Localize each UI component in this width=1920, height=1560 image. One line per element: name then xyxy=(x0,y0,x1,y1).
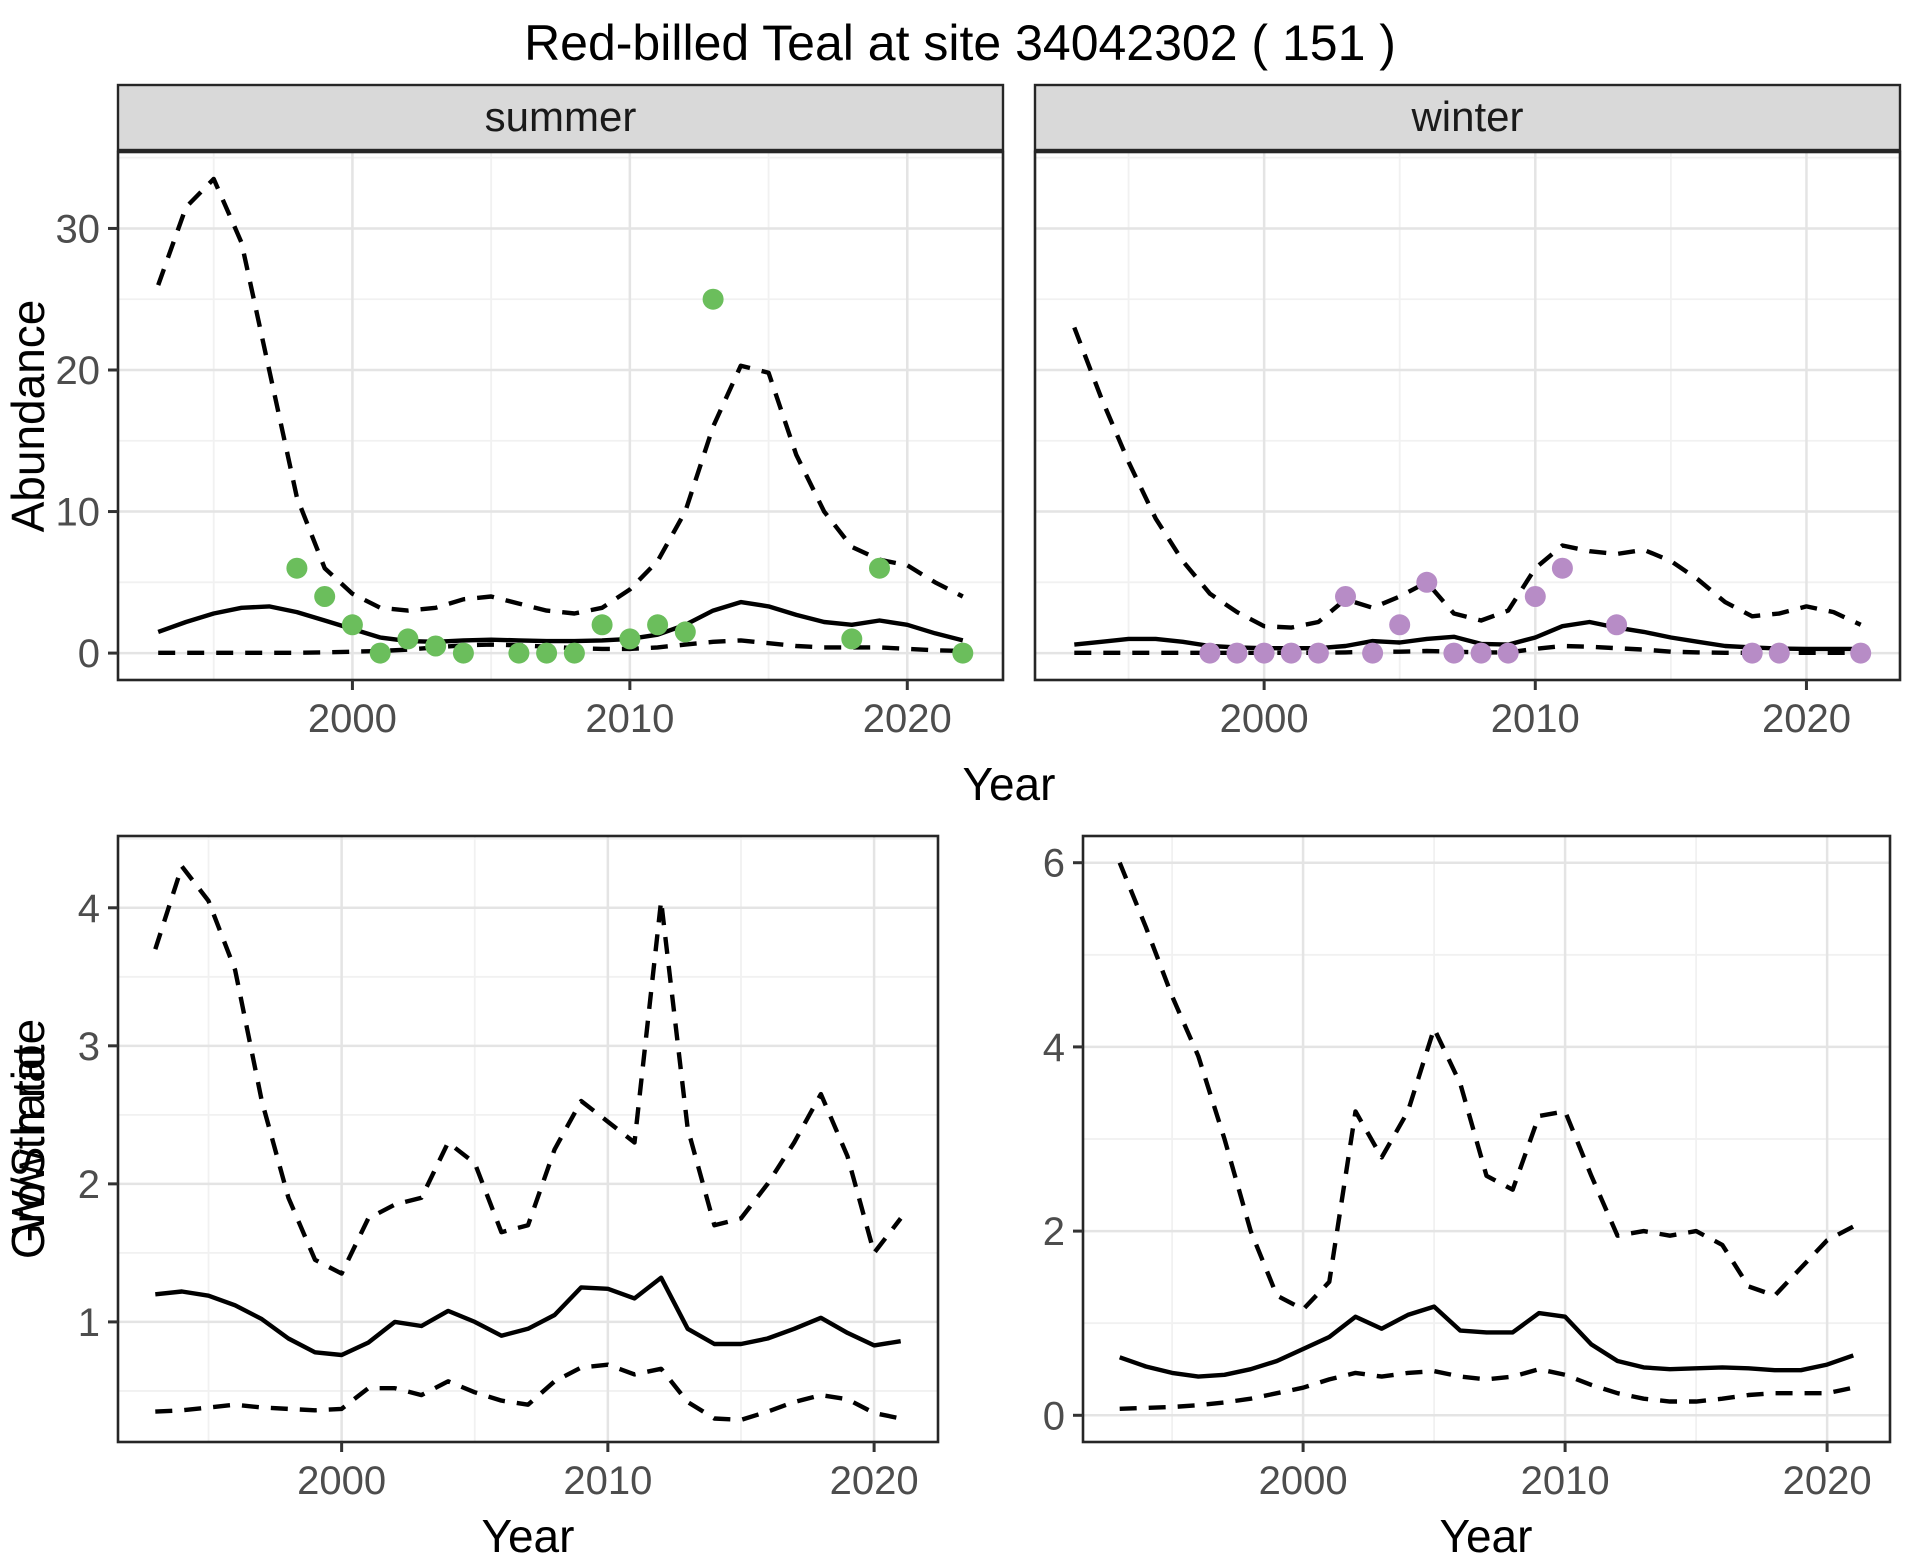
median-line xyxy=(155,1275,902,1358)
y-tick-label: 4 xyxy=(78,887,100,931)
observation-point xyxy=(1226,642,1248,664)
x-tick-label: 2020 xyxy=(830,1459,919,1503)
observation-point xyxy=(341,614,363,636)
series-group xyxy=(1117,861,1855,1411)
series-group xyxy=(1072,326,1872,664)
observation-point xyxy=(1470,642,1492,664)
y-tick-label: 30 xyxy=(56,207,101,251)
y-tick-label: 1 xyxy=(78,1301,100,1345)
observation-point xyxy=(674,621,696,643)
y-axis-title: Growth rate xyxy=(2,1019,54,1259)
observation-point xyxy=(591,614,613,636)
panel-ws-ratio: 2000 2010 2020 0 2 4 6 W/S ratio xyxy=(2,834,1892,1503)
y-tick-label: 4 xyxy=(1043,1026,1065,1070)
series-group xyxy=(156,176,974,664)
x-tick-label: 2020 xyxy=(863,697,952,741)
x-tick-label: 2010 xyxy=(1491,697,1580,741)
x-tick-label: 2020 xyxy=(1762,697,1851,741)
y-axis-title: Abundance xyxy=(2,300,54,533)
observation-point xyxy=(1253,642,1275,664)
observation-point xyxy=(425,635,447,657)
panel-border xyxy=(1081,834,1892,1444)
observation-point xyxy=(397,628,419,650)
panel-background xyxy=(118,836,938,1442)
x-tick-label: 2010 xyxy=(563,1459,652,1503)
x-axis-title-top: Year xyxy=(963,758,1056,810)
observation-point xyxy=(286,557,308,579)
observation-point xyxy=(536,642,558,664)
x-tick-label: 2000 xyxy=(1259,1459,1348,1503)
observation-point xyxy=(869,557,890,579)
observation-points xyxy=(286,288,974,664)
upper_ci-line xyxy=(153,864,903,1276)
observation-point xyxy=(314,586,336,607)
x-axis-title-growth: Year xyxy=(482,1510,575,1560)
observation-point xyxy=(563,642,585,664)
panel-background xyxy=(118,152,1003,680)
panel-border xyxy=(116,150,1005,682)
facet-strip-label: winter xyxy=(1410,93,1523,140)
panel-border xyxy=(116,834,940,1444)
upper_ci-line xyxy=(1117,861,1855,1312)
observation-point xyxy=(1741,642,1763,664)
x-tick-label: 2010 xyxy=(585,697,674,741)
y-tick-label: 10 xyxy=(56,491,101,535)
y-tick-label: 6 xyxy=(1043,842,1065,886)
observation-point xyxy=(1606,614,1628,636)
observation-point xyxy=(508,642,530,664)
panel-abundance-summer: summer 2000 2010 2020 0 10 20 30 Abundance xyxy=(2,83,1005,741)
observation-point xyxy=(452,642,474,664)
series-group xyxy=(153,864,903,1423)
facet-strip xyxy=(1033,83,1902,152)
observation-point xyxy=(1768,642,1790,664)
observation-point xyxy=(1389,614,1411,636)
panel-growth-rate: 2000 2010 2020 1 2 3 4 Growth rate xyxy=(2,834,940,1503)
y-axis-title: W/S ratio xyxy=(2,1044,54,1233)
observation-point xyxy=(647,614,669,636)
observation-point xyxy=(1551,557,1573,579)
observation-point xyxy=(1524,586,1546,607)
y-tick-label: 2 xyxy=(78,1163,100,1207)
median-line xyxy=(157,599,964,644)
median-line xyxy=(1118,1304,1855,1379)
panel-abundance-winter: winter 2000 2010 2020 xyxy=(1033,83,1902,741)
x-axis-title-ws: Year xyxy=(1440,1510,1533,1560)
y-tick-label: 3 xyxy=(78,1025,100,1069)
x-tick-label: 2020 xyxy=(1783,1459,1872,1503)
x-tick-label: 2000 xyxy=(297,1459,386,1503)
observation-point xyxy=(841,628,863,650)
panel-border xyxy=(1033,150,1902,682)
x-tick-label: 2000 xyxy=(308,697,397,741)
y-tick-label: 2 xyxy=(1043,1210,1065,1254)
observation-point xyxy=(619,628,641,650)
y-tick-label: 0 xyxy=(1043,1394,1065,1438)
lower_ci-line xyxy=(158,638,963,655)
observation-point xyxy=(369,642,391,664)
observation-point xyxy=(1199,642,1221,664)
plot-title: Red-billed Teal at site 34042302 ( 151 ) xyxy=(524,15,1396,71)
facet-strip xyxy=(116,83,1005,152)
observation-point xyxy=(1850,642,1872,664)
y-tick-label: 0 xyxy=(78,632,100,676)
lower_ci-line xyxy=(1119,1367,1854,1411)
x-tick-label: 2010 xyxy=(1521,1459,1610,1503)
observation-point xyxy=(1280,642,1302,664)
observation-point xyxy=(1416,571,1438,593)
observation-point xyxy=(952,642,974,664)
observation-point xyxy=(1443,642,1465,664)
observation-point xyxy=(1362,642,1384,664)
observation-points xyxy=(1199,557,1872,664)
upper_ci-line xyxy=(1072,326,1862,630)
y-tick-label: 20 xyxy=(56,349,101,393)
x-tick-label: 2000 xyxy=(1220,697,1309,741)
lower_ci-line xyxy=(155,1362,902,1423)
observation-point xyxy=(1497,642,1519,664)
panel-background xyxy=(1035,152,1900,680)
facet-strip-label: summer xyxy=(485,93,637,140)
observation-point xyxy=(1307,642,1329,664)
observation-point xyxy=(1335,586,1356,607)
observation-point xyxy=(702,288,724,310)
